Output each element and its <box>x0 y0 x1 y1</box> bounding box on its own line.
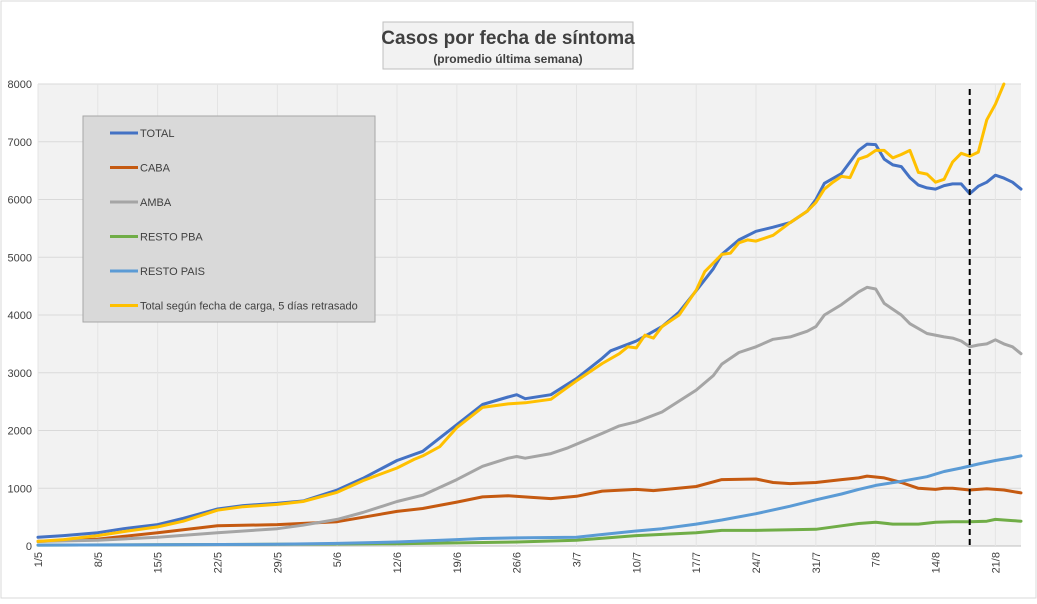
y-tick-label: 1000 <box>8 483 32 495</box>
chart-subtitle: (promedio última semana) <box>433 52 582 66</box>
x-tick-label: 24/7 <box>751 552 763 573</box>
title-box-frame <box>382 21 634 70</box>
y-tick-label: 3000 <box>8 368 32 380</box>
legend-label: Total según fecha de carga, 5 días retra… <box>140 301 358 313</box>
y-axis-tick-labels: 0 1000 2000 3000 4000 5000 6000 7000 8000 <box>8 79 32 553</box>
legend-label: RESTO PBA <box>140 232 203 244</box>
x-tick-label: 3/7 <box>572 552 584 567</box>
y-tick-label: 6000 <box>8 195 32 207</box>
x-tick-label: 22/5 <box>213 552 225 573</box>
legend-frame <box>82 115 376 323</box>
chart-title: Casos por fecha de síntoma <box>381 28 635 49</box>
x-tick-label: 8/5 <box>93 552 105 567</box>
legend: TOTAL CABA AMBA RESTO PBA RESTO PAIS Total se… <box>82 115 376 323</box>
y-tick-label: 8000 <box>8 79 32 91</box>
x-tick-label: 1/5 <box>33 552 45 567</box>
series-lines <box>36 82 1023 547</box>
y-tick-label: 5000 <box>8 252 32 264</box>
legend-label: AMBA <box>140 197 172 209</box>
y-tick-label: 7000 <box>8 137 32 149</box>
series-line-resto-pais <box>36 454 1023 547</box>
series-line-resto-pba <box>36 517 1023 547</box>
title-box: Casos por fecha de síntoma (promedio últ… <box>381 21 635 70</box>
x-tick-label: 21/8 <box>990 552 1002 573</box>
y-tick-label: 0 <box>26 541 32 553</box>
x-tick-label: 5/6 <box>332 552 344 567</box>
legend-label: TOTAL <box>140 128 174 140</box>
x-tick-label: 26/6 <box>512 552 524 573</box>
x-tick-label: 19/6 <box>452 552 464 573</box>
x-tick-label: 7/8 <box>871 552 883 567</box>
series-line-amba <box>36 285 1023 543</box>
series-line-total-seg-n-fecha-de-carga-5-d-as-retrasado <box>36 82 1006 543</box>
y-tick-label: 4000 <box>8 310 32 322</box>
x-tick-label: 12/6 <box>392 552 404 573</box>
x-tick-label: 14/8 <box>931 552 943 573</box>
x-tick-label: 17/7 <box>691 552 703 573</box>
x-tick-label: 31/7 <box>811 552 823 573</box>
legend-label: RESTO PAIS <box>140 266 205 278</box>
x-tick-label: 10/7 <box>631 552 643 573</box>
series-line-caba <box>36 474 1023 543</box>
x-tick-label: 29/5 <box>272 552 284 573</box>
x-tick-label: 15/5 <box>153 552 165 573</box>
y-tick-label: 2000 <box>8 426 32 438</box>
legend-label: CABA <box>140 163 171 175</box>
x-axis-tick-labels: 1/5 8/5 15/5 22/5 29/5 5/6 12/6 19/6 26/6 3/7 10/7… <box>33 552 1002 573</box>
